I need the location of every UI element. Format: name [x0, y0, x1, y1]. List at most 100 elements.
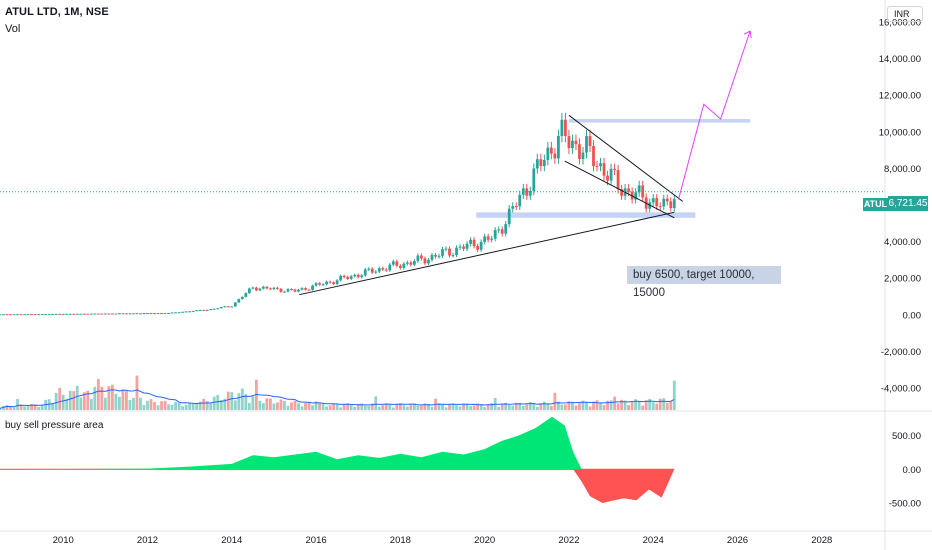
candle	[33, 314, 37, 316]
volume-bar	[163, 400, 167, 410]
volume-bar	[360, 403, 364, 410]
volume-bar	[588, 406, 592, 410]
volume-bars	[0, 375, 676, 410]
candle	[465, 243, 469, 249]
candle	[560, 119, 564, 137]
candle	[546, 147, 550, 160]
volume-bar	[265, 398, 269, 410]
candle	[581, 152, 585, 160]
candle	[181, 311, 185, 313]
price-tick-label: 0.00	[903, 310, 922, 321]
candle	[300, 288, 304, 290]
volume-bar	[462, 403, 465, 410]
candle	[514, 206, 518, 208]
candle	[251, 287, 255, 289]
indicator-tick-label: 500.00	[892, 431, 921, 442]
volume-bar	[521, 405, 525, 410]
volume-bar	[2, 406, 5, 410]
candle	[370, 268, 374, 273]
candle	[188, 311, 192, 313]
candle	[469, 239, 472, 244]
symbol-title[interactable]: ATUL LTD, 1M, NSE	[5, 6, 109, 18]
candle	[416, 255, 420, 262]
candle	[86, 313, 90, 315]
volume-bar	[599, 402, 602, 410]
volume-bar	[188, 403, 192, 410]
volume-bar	[416, 405, 420, 410]
volume-bar	[230, 392, 234, 410]
volume-bar	[528, 402, 532, 410]
candle	[209, 309, 213, 311]
volume-bar	[342, 404, 346, 410]
candle	[146, 313, 149, 315]
volume-bar	[556, 401, 560, 410]
candle	[609, 168, 613, 181]
candle	[307, 289, 311, 291]
volume-bar	[370, 403, 374, 410]
candle	[493, 230, 497, 239]
pressure-negative-area	[0, 469, 675, 503]
volume-bar	[153, 402, 156, 410]
candle	[72, 313, 76, 315]
indicator-label: buy sell pressure area	[5, 420, 104, 431]
candle	[47, 314, 51, 316]
candle	[279, 288, 283, 292]
candlestick-series	[0, 112, 676, 316]
volume-label: Vol	[5, 23, 21, 35]
candle	[532, 168, 536, 192]
candle	[135, 313, 139, 315]
volume-bar	[472, 405, 476, 410]
volume-bar	[413, 403, 416, 410]
candle	[125, 313, 128, 315]
candle	[655, 198, 659, 207]
volume-bar	[72, 391, 76, 410]
volume-bar	[381, 405, 385, 410]
candle	[472, 239, 476, 247]
volume-bar	[276, 402, 279, 410]
volume-bar	[82, 392, 86, 410]
volume-bar	[644, 400, 648, 410]
volume-bar	[307, 402, 311, 410]
candle	[226, 306, 230, 308]
candle	[553, 153, 557, 159]
volume-bar	[564, 404, 567, 410]
volume-bar	[223, 398, 227, 410]
volume-bar	[535, 406, 539, 410]
candle	[0, 314, 2, 316]
volume-bar	[592, 401, 595, 410]
candle	[286, 289, 290, 292]
volume-bar	[374, 396, 378, 410]
volume-bar	[602, 404, 606, 410]
trade-note[interactable]: buy 6500, target 10000, 15000	[627, 266, 781, 299]
volume-bar	[423, 403, 427, 410]
volume-bar	[174, 402, 177, 410]
time-tick-label: 2018	[390, 535, 411, 546]
candle	[51, 313, 55, 315]
volume-bar	[30, 403, 34, 410]
volume-bar	[325, 406, 329, 410]
candle	[5, 314, 9, 316]
volume-bar	[177, 402, 181, 410]
candle	[535, 159, 539, 169]
volume-bar	[244, 394, 248, 410]
volume-bar	[139, 397, 142, 410]
currency-selector[interactable]: INR	[887, 6, 923, 22]
volume-bar	[476, 403, 480, 410]
volume-bar	[54, 392, 58, 410]
volume-bar	[149, 399, 153, 410]
volume-bar	[430, 406, 434, 410]
volume-bar	[409, 403, 413, 410]
volume-bar	[321, 403, 325, 410]
candle	[212, 308, 216, 310]
trendline	[568, 114, 684, 202]
candle	[504, 224, 508, 234]
candle	[585, 136, 588, 153]
candle	[458, 246, 462, 248]
candle	[599, 163, 602, 167]
volume-bar	[58, 387, 62, 410]
candle	[483, 236, 487, 242]
candle	[68, 313, 72, 315]
candle	[595, 166, 599, 168]
